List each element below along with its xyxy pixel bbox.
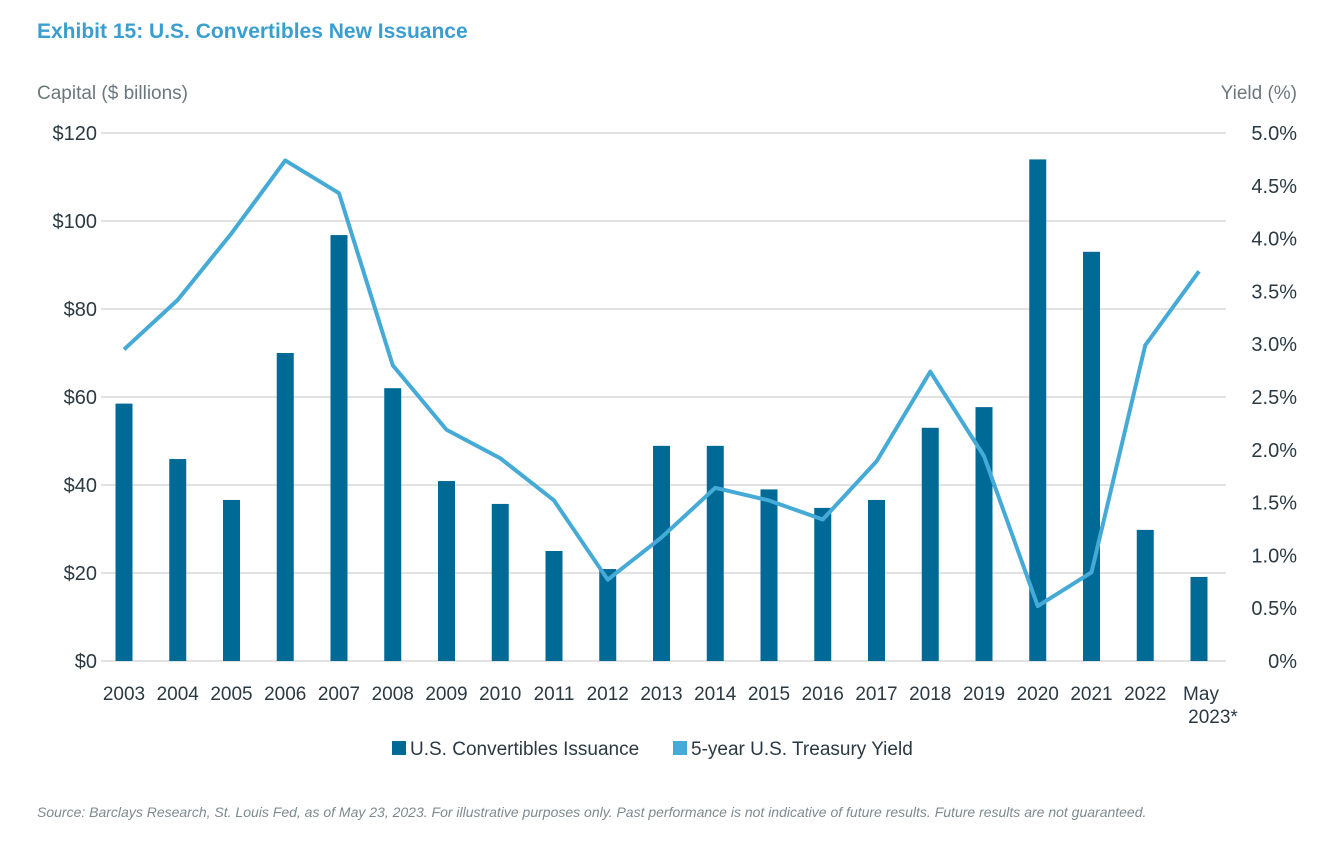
left-tick-label: $120 xyxy=(53,123,98,145)
x-tick-label: 2005 xyxy=(210,684,252,705)
left-tick-label: $20 xyxy=(64,563,97,585)
x-tick-label: 2018 xyxy=(909,684,951,705)
x-tick-label: 2013 xyxy=(640,684,682,705)
bar-2017 xyxy=(868,499,885,661)
right-tick-label: 5.0% xyxy=(1251,123,1297,145)
right-tick-label: 1.0% xyxy=(1251,545,1297,567)
left-tick-label: $40 xyxy=(64,475,97,497)
x-tick-label: 2006 xyxy=(264,684,306,705)
bar-2016 xyxy=(814,507,832,661)
bar-2015 xyxy=(760,489,778,661)
right-tick-label: 3.0% xyxy=(1251,334,1297,356)
bar-2009 xyxy=(438,481,455,661)
bar-2020 xyxy=(1029,159,1047,661)
legend-label-bar: U.S. Convertibles Issuance xyxy=(410,739,639,760)
bar-2013 xyxy=(653,445,670,661)
bar-2003 xyxy=(115,403,133,661)
bar-2021 xyxy=(1083,251,1100,662)
x-tick-label: 2019 xyxy=(963,684,1005,705)
x-tick-label: 2020 xyxy=(1017,684,1059,705)
bar-2011 xyxy=(545,551,563,661)
right-tick-label: 0% xyxy=(1268,651,1297,673)
right-tick-label: 3.5% xyxy=(1251,281,1297,303)
right-tick-label: 1.5% xyxy=(1251,493,1297,515)
bar-2008 xyxy=(384,388,402,661)
bar-2012 xyxy=(599,569,617,661)
x-tick-label: 2012 xyxy=(587,684,629,705)
left-axis-label: Capital ($ billions) xyxy=(37,83,188,104)
x-tick-label: 2008 xyxy=(372,684,414,705)
right-axis-label: Yield (%) xyxy=(1221,83,1297,104)
right-tick-label: 0.5% xyxy=(1251,598,1297,620)
bar-2007 xyxy=(330,235,348,661)
bar-2004 xyxy=(169,459,187,661)
bar-2014 xyxy=(706,445,724,661)
left-tick-label: $100 xyxy=(53,211,98,233)
bar-2010 xyxy=(491,503,509,661)
bar-2006 xyxy=(276,353,294,661)
x-tick-label: 2022 xyxy=(1124,684,1166,705)
bar-2018 xyxy=(921,427,939,661)
right-tick-label: 2.5% xyxy=(1251,387,1297,409)
x-tick-label: 2015 xyxy=(748,684,790,705)
x-tick-label: 2011 xyxy=(534,684,575,705)
left-tick-label: $80 xyxy=(64,299,97,321)
legend-label-line: 5-year U.S. Treasury Yield xyxy=(691,739,913,760)
right-tick-label: 4.0% xyxy=(1251,229,1297,251)
right-tick-label: 4.5% xyxy=(1251,176,1297,198)
left-tick-label: $60 xyxy=(64,387,97,409)
x-tick-label: 2017 xyxy=(855,684,897,705)
x-tick-label: 2007 xyxy=(318,684,360,705)
bar-May-2023- xyxy=(1190,576,1208,661)
left-tick-label: $0 xyxy=(75,651,97,673)
right-tick-label: 2.0% xyxy=(1251,440,1297,462)
x-tick-label: 2004 xyxy=(157,684,200,705)
bar-2005 xyxy=(223,499,240,661)
bar-2022 xyxy=(1136,529,1154,661)
legend-swatch-bar xyxy=(392,741,406,755)
legend-swatch-line xyxy=(673,741,687,755)
x-tick-label: 2010 xyxy=(479,684,521,705)
x-tick-label: 2016 xyxy=(802,684,844,705)
x-tick-label: 2021 xyxy=(1070,684,1112,705)
chart-title: Exhibit 15: U.S. Convertibles New Issuan… xyxy=(37,20,468,43)
source-note: Source: Barclays Research, St. Louis Fed… xyxy=(37,804,1147,820)
x-tick-label: 2003 xyxy=(103,684,145,705)
x-tick-label: 2009 xyxy=(425,684,467,705)
x-tick-label: May 2023* xyxy=(1183,684,1238,728)
x-tick-label: 2014 xyxy=(694,684,737,705)
